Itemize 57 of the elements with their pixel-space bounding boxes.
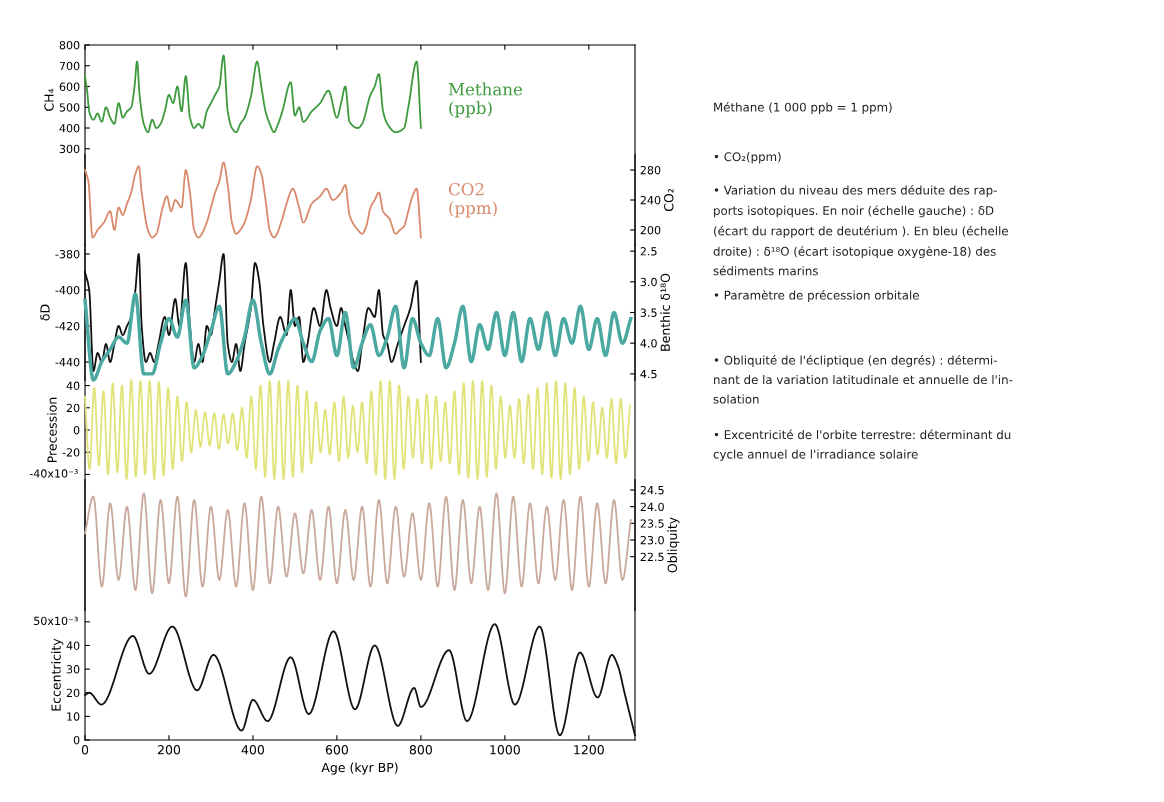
text: • CO₂(ppm) bbox=[714, 152, 781, 164]
y-tick-label: -440 bbox=[55, 357, 80, 367]
y2-tick-label: 23.0 bbox=[640, 535, 664, 545]
text: -40x10⁻³ bbox=[29, 469, 78, 478]
y-tick-label: 0 bbox=[73, 735, 80, 745]
y-tick-label: 800 bbox=[59, 40, 80, 50]
y2-tick-label: 200 bbox=[640, 225, 661, 235]
y-tick-label: 30 bbox=[66, 665, 80, 674]
x-tick-label: 800 bbox=[409, 745, 432, 755]
y2-tick-label: 24.5 bbox=[640, 485, 664, 495]
y-tick-label: -20 bbox=[62, 448, 80, 457]
y-tick-label: 300 bbox=[59, 144, 80, 154]
y-tick-label: 20 bbox=[66, 403, 80, 413]
y2-tick-label: 2.5 bbox=[640, 247, 657, 256]
y-tick-label: 600 bbox=[59, 82, 80, 91]
text: Méthane (1 000 ppb = 1 ppm) bbox=[714, 102, 892, 114]
y2-axis-title: Obliquity bbox=[667, 517, 680, 573]
x-tick-label: 0 bbox=[81, 745, 89, 755]
y2-tick-label: 3.5 bbox=[640, 308, 657, 317]
y2-tick-label: 280 bbox=[640, 165, 661, 175]
text: • Excentricité de l'orbite terrestre: déterminant du cycle annuel de l'irradiance solaire bbox=[713, 429, 1011, 461]
y-tick-label: -380 bbox=[55, 249, 80, 259]
text: • Obliquité de l'écliptique (en degrés) : détermi- nant de la variation latitudinale et annuelle de l'in- solation bbox=[713, 355, 1013, 404]
x-tick-label: 600 bbox=[325, 745, 349, 755]
y2-tick-label: 240 bbox=[640, 195, 661, 205]
y-axis-title: Eccentricity bbox=[51, 638, 64, 711]
y2-tick-label: 22.5 bbox=[640, 552, 664, 562]
y-tick-label: 0 bbox=[73, 425, 80, 435]
y2-tick-label: 24.0 bbox=[640, 502, 664, 512]
series-label: Methane (ppb) bbox=[448, 82, 523, 118]
y-tick-label: -400 bbox=[55, 285, 80, 295]
x-axis-title: Age (kyr BP) bbox=[321, 762, 398, 775]
y-tick-label: 400 bbox=[59, 123, 80, 133]
x-tick-label: 1000 bbox=[490, 745, 520, 755]
y2-tick-label: 23.5 bbox=[640, 519, 664, 528]
x-tick-label: 400 bbox=[241, 745, 265, 755]
y-tick-label: 500 bbox=[59, 103, 80, 112]
series-label: CO2 (ppm) bbox=[448, 182, 497, 218]
y-axis-title: CH₄ bbox=[44, 88, 54, 111]
x-tick-label: 200 bbox=[157, 745, 181, 755]
y-tick-label: 700 bbox=[59, 61, 80, 71]
y-tick-label: 20 bbox=[66, 688, 80, 698]
y-tick-label: 40 bbox=[66, 381, 80, 390]
x-tick-label: 1200 bbox=[574, 745, 604, 755]
y2-axis-title: Benthic δ¹⁸O bbox=[660, 273, 670, 351]
y-axis-title: δD bbox=[40, 304, 50, 321]
text: • Variation du niveau des mers déduite des rap- ports isotopiques. En noir (échelle gauche) : δD (écart du rapport de deutérium ). En bleu (échelle droite) : δ¹⁸O (écart isotopique oxygène-18) des sédiments marins bbox=[713, 185, 1008, 276]
y-axis-title: Precession bbox=[47, 397, 57, 463]
text: • Paramètre de précession orbitale bbox=[714, 290, 919, 302]
y-tick-label: -420 bbox=[55, 321, 80, 331]
y2-tick-label: 4.0 bbox=[640, 339, 657, 348]
y2-tick-label: 4.5 bbox=[640, 369, 657, 379]
y-tick-label: 40 bbox=[66, 641, 80, 650]
y-tick-label: 10 bbox=[67, 712, 80, 721]
y2-axis-title: CO₂ bbox=[664, 189, 674, 212]
text: 50x10⁻³ bbox=[34, 616, 78, 626]
y2-tick-label: 3.0 bbox=[640, 277, 657, 287]
